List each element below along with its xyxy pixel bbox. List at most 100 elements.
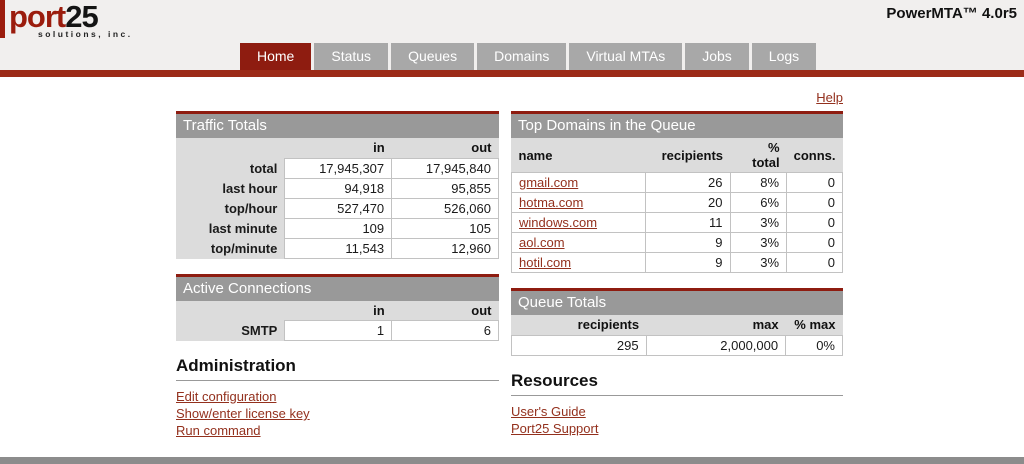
pct-max-cell: 0% bbox=[785, 334, 843, 356]
header-band: port25 solutions, inc. PowerMTA™ 4.0r5 H… bbox=[0, 0, 1024, 70]
table-row: SMTP 1 6 bbox=[176, 320, 499, 341]
product-title: PowerMTA™ 4.0r5 bbox=[886, 5, 1017, 22]
column-header-conns: conns. bbox=[786, 138, 843, 173]
left-column: Traffic Totals in out total 17,945,307 1… bbox=[176, 111, 499, 439]
value-out: 105 bbox=[391, 217, 499, 239]
domain-link[interactable]: hotil.com bbox=[519, 255, 572, 270]
table-row: gmail.com 26 8% 0 bbox=[511, 172, 843, 193]
row-label: top/minute bbox=[176, 238, 285, 258]
conns-cell: 0 bbox=[786, 252, 843, 273]
traffic-totals-panel: Traffic Totals in out total 17,945,307 1… bbox=[176, 111, 499, 259]
table-row: aol.com 9 3% 0 bbox=[511, 232, 843, 253]
tab-home[interactable]: Home bbox=[240, 43, 312, 70]
right-column: Top Domains in the Queue name recipients… bbox=[511, 111, 843, 437]
run-command-link[interactable]: Run command bbox=[176, 423, 261, 438]
link-row: Port25 Support bbox=[511, 420, 843, 437]
administration-heading: Administration bbox=[176, 356, 499, 381]
domain-cell: hotil.com bbox=[511, 252, 646, 273]
row-label: SMTP bbox=[176, 320, 285, 341]
table-row: windows.com 11 3% 0 bbox=[511, 212, 843, 233]
pct-total-cell: 6% bbox=[729, 192, 788, 213]
link-row: Show/enter license key bbox=[176, 405, 499, 422]
table-row: last hour 94,918 95,855 bbox=[176, 177, 499, 199]
nav-tabs: Home Status Queues Domains Virtual MTAs … bbox=[240, 43, 817, 70]
tab-virtual-mtas[interactable]: Virtual MTAs bbox=[569, 43, 683, 70]
domain-cell: gmail.com bbox=[511, 172, 646, 193]
column-header-recipients: recipients bbox=[645, 138, 731, 173]
table-row: top/minute 11,543 12,960 bbox=[176, 237, 499, 259]
table-row: top/hour 527,470 526,060 bbox=[176, 197, 499, 219]
link-row: Run command bbox=[176, 422, 499, 439]
footer-bar bbox=[0, 457, 1024, 464]
table-row: hotil.com 9 3% 0 bbox=[511, 252, 843, 273]
resources-heading: Resources bbox=[511, 371, 843, 396]
port25-logo: port25 solutions, inc. bbox=[9, 1, 133, 39]
table-header-row: name recipients % total conns. bbox=[511, 138, 843, 173]
port25-support-link[interactable]: Port25 Support bbox=[511, 420, 599, 436]
domain-cell: aol.com bbox=[511, 232, 646, 253]
column-header-in: in bbox=[284, 300, 392, 321]
help-link-container: Help bbox=[511, 90, 843, 105]
domain-link[interactable]: aol.com bbox=[519, 235, 565, 250]
logo-brand: port bbox=[9, 0, 66, 34]
column-header-blank bbox=[176, 138, 285, 158]
active-connections-title: Active Connections bbox=[176, 273, 499, 301]
traffic-totals-title: Traffic Totals bbox=[176, 111, 499, 138]
column-header-pct-total: % total bbox=[730, 138, 787, 173]
table-row: 295 2,000,000 0% bbox=[511, 334, 843, 356]
conns-cell: 0 bbox=[786, 172, 843, 193]
conns-cell: 0 bbox=[786, 232, 843, 253]
table-header-row: in out bbox=[176, 138, 499, 158]
domain-link[interactable]: hotma.com bbox=[519, 195, 584, 210]
table-row: hotma.com 20 6% 0 bbox=[511, 192, 843, 213]
top-domains-title: Top Domains in the Queue bbox=[511, 111, 843, 138]
value-out: 12,960 bbox=[391, 237, 499, 259]
active-connections-panel: Active Connections in out SMTP 1 6 bbox=[176, 273, 499, 341]
tab-logs[interactable]: Logs bbox=[751, 43, 817, 70]
value-in: 94,918 bbox=[284, 177, 393, 199]
value-in: 527,470 bbox=[284, 197, 393, 219]
row-label: last minute bbox=[176, 218, 285, 238]
tab-status[interactable]: Status bbox=[314, 43, 389, 70]
top-domains-panel: Top Domains in the Queue name recipients… bbox=[511, 111, 843, 273]
recipients-cell: 20 bbox=[644, 192, 731, 213]
recipients-cell: 9 bbox=[644, 252, 731, 273]
column-header-blank bbox=[176, 300, 285, 321]
show-enter-license-key-link[interactable]: Show/enter license key bbox=[176, 406, 310, 421]
logo-text: port25 bbox=[9, 1, 133, 32]
top-domains-table: name recipients % total conns. gmail.com… bbox=[511, 138, 843, 273]
logo-tagline: solutions, inc. bbox=[38, 29, 133, 39]
domain-link[interactable]: windows.com bbox=[519, 215, 598, 230]
column-header-recipients: recipients bbox=[511, 315, 647, 335]
recipients-cell: 11 bbox=[644, 212, 731, 233]
traffic-totals-table: in out total 17,945,307 17,945,840 last … bbox=[176, 138, 499, 259]
edit-configuration-link[interactable]: Edit configuration bbox=[176, 389, 277, 404]
table-header-row: in out bbox=[176, 300, 499, 321]
column-header-max: max bbox=[646, 315, 786, 335]
row-label: last hour bbox=[176, 178, 285, 198]
recipients-cell: 295 bbox=[511, 334, 647, 356]
help-link[interactable]: Help bbox=[816, 90, 843, 105]
logo-brand-suffix: 25 bbox=[65, 0, 98, 34]
queue-totals-title: Queue Totals bbox=[511, 288, 843, 315]
domain-link[interactable]: gmail.com bbox=[519, 175, 579, 190]
column-header-out: out bbox=[391, 138, 499, 158]
tab-domains[interactable]: Domains bbox=[477, 43, 567, 70]
tab-jobs[interactable]: Jobs bbox=[685, 43, 749, 70]
users-guide-link[interactable]: User's Guide bbox=[511, 403, 586, 419]
column-header-name: name bbox=[511, 138, 646, 173]
queue-totals-table: recipients max % max 295 2,000,000 0% bbox=[511, 315, 843, 356]
logo-red-stripe-icon bbox=[0, 0, 5, 38]
max-cell: 2,000,000 bbox=[645, 334, 787, 356]
value-in: 17,945,307 bbox=[284, 157, 393, 179]
table-row: total 17,945,307 17,945,840 bbox=[176, 157, 499, 179]
row-label: top/hour bbox=[176, 198, 285, 218]
table-row: last minute 109 105 bbox=[176, 217, 499, 239]
queue-totals-panel: Queue Totals recipients max % max 295 2,… bbox=[511, 288, 843, 356]
red-divider-bar bbox=[0, 70, 1024, 77]
column-header-pct-max: % max bbox=[785, 315, 843, 335]
domain-cell: windows.com bbox=[511, 212, 646, 233]
link-row: Edit configuration bbox=[176, 388, 499, 405]
tab-queues[interactable]: Queues bbox=[391, 43, 475, 70]
resources-section: Resources User's Guide Port25 Support bbox=[511, 371, 843, 437]
